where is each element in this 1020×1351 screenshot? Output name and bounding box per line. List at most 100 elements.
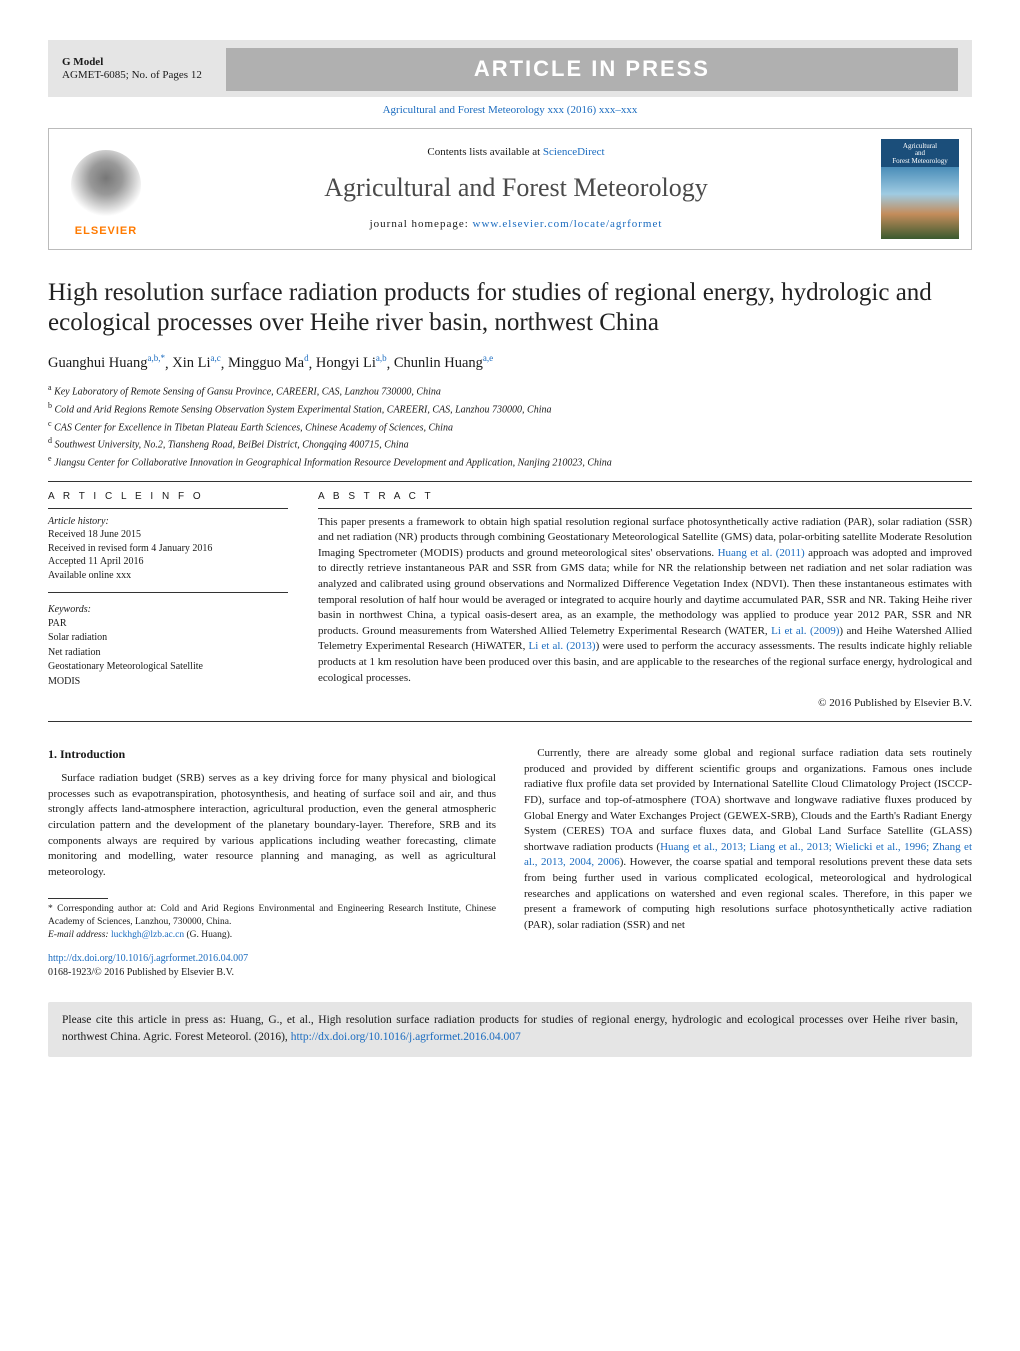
keywords-list: PAR Solar radiation Net radiation Geosta… [48,617,288,690]
author-3-sup[interactable]: d [304,354,309,364]
affil-c: c CAS Center for Excellence in Tibetan P… [48,418,972,436]
journal-ref-link[interactable]: Agricultural and Forest Meteorology xxx … [383,104,638,116]
doi-block: http://dx.doi.org/10.1016/j.agrformet.20… [48,952,496,980]
cite-this-article-box: Please cite this article in press as: Hu… [48,1002,972,1057]
info-abstract-row: A R T I C L E I N F O Article history: R… [48,490,972,711]
journal-name: Agricultural and Forest Meteorology [163,170,869,205]
citebox-doi-link[interactable]: http://dx.doi.org/10.1016/j.agrformet.20… [291,1031,521,1043]
author-3: Mingguo Mad [228,355,309,371]
affil-c-sup: c [48,419,52,428]
keywords-label: Keywords: [48,603,288,617]
affil-d-text: Southwest University, No.2, Tiansheng Ro… [55,440,409,451]
elsevier-logo: ELSEVIER [61,139,151,239]
gmodel-label: G Model [62,56,202,70]
abstract-body: This paper presents a framework to obtai… [318,515,972,687]
issn-line: 0168-1923/© 2016 Published by Elsevier B… [48,967,234,978]
author-1: Guanghui Huanga,b,* [48,355,165,371]
author-1-sup[interactable]: a,b,* [147,354,165,364]
doi-link[interactable]: http://dx.doi.org/10.1016/j.agrformet.20… [48,953,248,964]
history-2: Accepted 11 April 2016 [48,555,288,569]
abs-p1: approach was adopted and improved to dir… [318,547,972,637]
author-1-name: Guanghui Huang [48,355,147,371]
rule-1 [48,481,972,482]
history-label: Article history: [48,515,288,529]
homepage-prefix: journal homepage: [370,218,473,230]
author-4: Hongyi Lia,b [316,355,387,371]
affil-c-text: CAS Center for Excellence in Tibetan Pla… [54,422,453,433]
gmodel-code: AGMET-6085; No. of Pages 12 [62,69,202,81]
kw-0: PAR [48,617,288,632]
history-1: Received in revised form 4 January 2016 [48,542,288,556]
affil-e-sup: e [48,454,52,463]
abstract-heading: A B S T R A C T [318,490,972,504]
article-title: High resolution surface radiation produc… [48,278,972,339]
abs-link-huang2011[interactable]: Huang et al. (2011) [718,547,805,559]
footnotes: * Corresponding author at: Cold and Arid… [48,903,496,941]
sec-title: Introduction [60,747,125,761]
kw-3: Geostationary Meteorological Satellite [48,660,288,675]
journal-cover-thumbnail: Agricultural and Forest Meteorology [881,139,959,239]
kw-2: Net radiation [48,646,288,661]
email-label: E-mail address: [48,930,111,940]
email-link[interactable]: luckhgh@lzb.ac.cn [111,930,184,940]
kw-1: Solar radiation [48,631,288,646]
body-columns: 1. Introduction Surface radiation budget… [48,746,972,980]
corresponding-author-note: * Corresponding author at: Cold and Arid… [48,903,496,929]
affil-d: d Southwest University, No.2, Tiansheng … [48,435,972,453]
footnote-rule [48,898,108,899]
gmodel-block: G Model AGMET-6085; No. of Pages 12 [62,56,202,84]
cover-title-l3: Forest Meteorology [892,157,947,165]
abstract: A B S T R A C T This paper presents a fr… [318,490,972,711]
elsevier-tree-icon [71,150,141,220]
article-info: A R T I C L E I N F O Article history: R… [48,490,288,711]
abstract-copyright: © 2016 Published by Elsevier B.V. [318,696,972,711]
affil-a-sup: a [48,383,52,392]
author-5-sup[interactable]: a,e [483,354,493,364]
author-2-sup[interactable]: a,c [210,354,220,364]
article-info-heading: A R T I C L E I N F O [48,490,288,504]
author-4-name: Hongyi Li [316,355,376,371]
contents-line: Contents lists available at ScienceDirec… [163,145,869,160]
journal-header-box: ELSEVIER Contents lists available at Sci… [48,128,972,250]
affil-b-text: Cold and Arid Regions Remote Sensing Obs… [55,404,552,415]
info-rule-1 [48,508,288,509]
author-2-name: Xin Li [172,355,210,371]
affil-a-text: Key Laboratory of Remote Sensing of Gans… [54,386,441,397]
author-3-name: Mingguo Ma [228,355,304,371]
abs-link-li2009[interactable]: Li et al. (2009) [771,625,839,637]
history-3: Available online xxx [48,569,288,583]
history-0: Received 18 June 2015 [48,528,288,542]
affil-b-sup: b [48,401,52,410]
abs-link-li2013[interactable]: Li et al. (2013) [529,640,596,652]
gmodel-banner: G Model AGMET-6085; No. of Pages 12 ARTI… [48,40,972,97]
authors-line: Guanghui Huanga,b,*, Xin Lia,c, Mingguo … [48,353,972,374]
author-5-name: Chunlin Huang [394,355,483,371]
author-5: Chunlin Huanga,e [394,355,493,371]
email-line: E-mail address: luckhgh@lzb.ac.cn (G. Hu… [48,929,496,942]
rule-2 [48,721,972,722]
kw-4: MODIS [48,675,288,690]
author-2: Xin Lia,c [172,355,221,371]
body-para-1: Surface radiation budget (SRB) serves as… [48,771,496,880]
sciencedirect-link[interactable]: ScienceDirect [543,146,605,158]
homepage-link[interactable]: www.elsevier.com/locate/agrformet [473,218,663,230]
sec-num: 1. [48,747,57,761]
article-in-press-banner: ARTICLE IN PRESS [226,48,958,91]
affil-e-text: Jiangsu Center for Collaborative Innovat… [54,458,612,469]
para2-a: Currently, there are already some global… [524,747,972,853]
affil-d-sup: d [48,436,52,445]
affil-a: a Key Laboratory of Remote Sensing of Ga… [48,382,972,400]
body-para-2: Currently, there are already some global… [524,746,972,933]
cover-title: Agricultural and Forest Meteorology [881,139,959,166]
email-after: (G. Huang). [184,930,232,940]
header-center: Contents lists available at ScienceDirec… [151,139,881,239]
contents-prefix: Contents lists available at [427,146,542,158]
section-1-heading: 1. Introduction [48,746,496,763]
affil-b: b Cold and Arid Regions Remote Sensing O… [48,400,972,418]
info-rule-2 [48,592,288,593]
author-4-sup[interactable]: a,b [376,354,387,364]
abstract-rule [318,508,972,509]
journal-ref-line: Agricultural and Forest Meteorology xxx … [48,103,972,118]
elsevier-brand-text: ELSEVIER [75,224,137,239]
affiliations: a Key Laboratory of Remote Sensing of Ga… [48,382,972,471]
